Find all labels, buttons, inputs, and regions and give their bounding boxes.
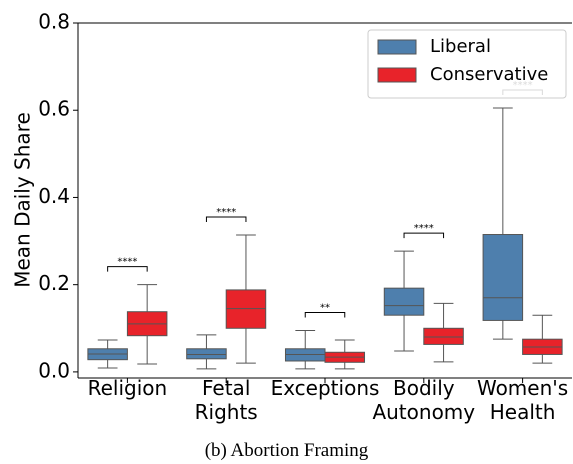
y-axis-label: Mean Daily Share bbox=[11, 112, 35, 288]
y-tick-label: 0.0 bbox=[38, 358, 70, 382]
box bbox=[383, 287, 425, 316]
legend-frame bbox=[367, 29, 567, 99]
chart-title: (b) Abortion Framing bbox=[204, 440, 369, 461]
significance-label: **** bbox=[216, 207, 236, 218]
x-tick-label: Bodily Autonomy bbox=[372, 376, 476, 424]
x-tick-label: Fetal Rights bbox=[194, 376, 258, 424]
significance-bracket bbox=[403, 232, 445, 239]
y-tick-label: 0.6 bbox=[38, 97, 70, 121]
legend-label: Conservative bbox=[430, 64, 548, 85]
significance-bracket bbox=[107, 266, 148, 272]
legend-swatch bbox=[377, 39, 417, 55]
significance-label: **** bbox=[414, 223, 434, 234]
box bbox=[423, 327, 464, 345]
box bbox=[186, 348, 227, 360]
y-tick-label: 0.4 bbox=[38, 184, 70, 208]
significance-bracket bbox=[304, 311, 346, 318]
y-tick-label: 0.2 bbox=[38, 271, 70, 295]
box bbox=[482, 234, 524, 321]
x-tick-label: Religion bbox=[87, 376, 168, 400]
y-tick-label: 0.8 bbox=[38, 10, 70, 34]
legend-label: Liberal bbox=[430, 36, 491, 57]
significance-bracket bbox=[205, 216, 247, 222]
x-tick-label: Women's Health bbox=[476, 376, 569, 424]
significance-label: **** bbox=[117, 257, 137, 268]
significance-label: ** bbox=[320, 302, 330, 313]
x-tick-label: Exceptions bbox=[270, 376, 380, 400]
legend-swatch bbox=[377, 67, 417, 83]
